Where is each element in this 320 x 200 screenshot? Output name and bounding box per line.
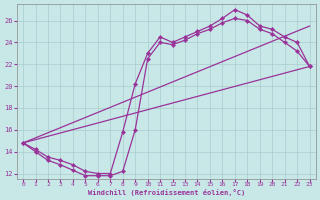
X-axis label: Windchill (Refroidissement éolien,°C): Windchill (Refroidissement éolien,°C) bbox=[88, 189, 245, 196]
